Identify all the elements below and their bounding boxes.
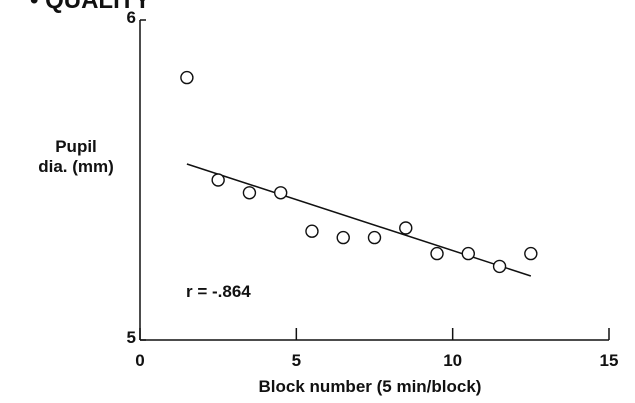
- y-tick-label: 5: [127, 328, 136, 347]
- y-tick-label: 6: [127, 8, 136, 27]
- data-point: [367, 230, 382, 245]
- data-point: [274, 186, 288, 200]
- data-point: [211, 173, 225, 187]
- data-point: [461, 246, 475, 261]
- data-point: [180, 70, 194, 85]
- data-point: [399, 221, 413, 235]
- data-point: [336, 230, 350, 245]
- header-fragment: • QUALITY: [30, 0, 150, 14]
- x-tick-label: 0: [135, 351, 144, 370]
- y-axis-title-line-1: Pupil: [55, 137, 97, 156]
- data-point: [305, 224, 319, 238]
- correlation-annotation: r = -.864: [186, 282, 251, 301]
- axes: [139, 20, 609, 341]
- x-tick-label: 5: [292, 351, 301, 370]
- ticks: 0 5 10 15 5 6: [127, 8, 619, 370]
- y-axis-title-line-2: dia. (mm): [38, 157, 114, 176]
- data-marks: [180, 70, 538, 277]
- x-axis-title: Block number (5 min/block): [259, 377, 482, 396]
- regression-line: [186, 163, 532, 277]
- x-tick-label: 10: [443, 351, 462, 370]
- data-point: [242, 186, 257, 200]
- x-tick-label: 15: [600, 351, 619, 370]
- data-point: [524, 246, 538, 261]
- data-point: [430, 246, 444, 261]
- y-axis-title: Pupil dia. (mm): [38, 137, 114, 176]
- data-point: [492, 259, 507, 274]
